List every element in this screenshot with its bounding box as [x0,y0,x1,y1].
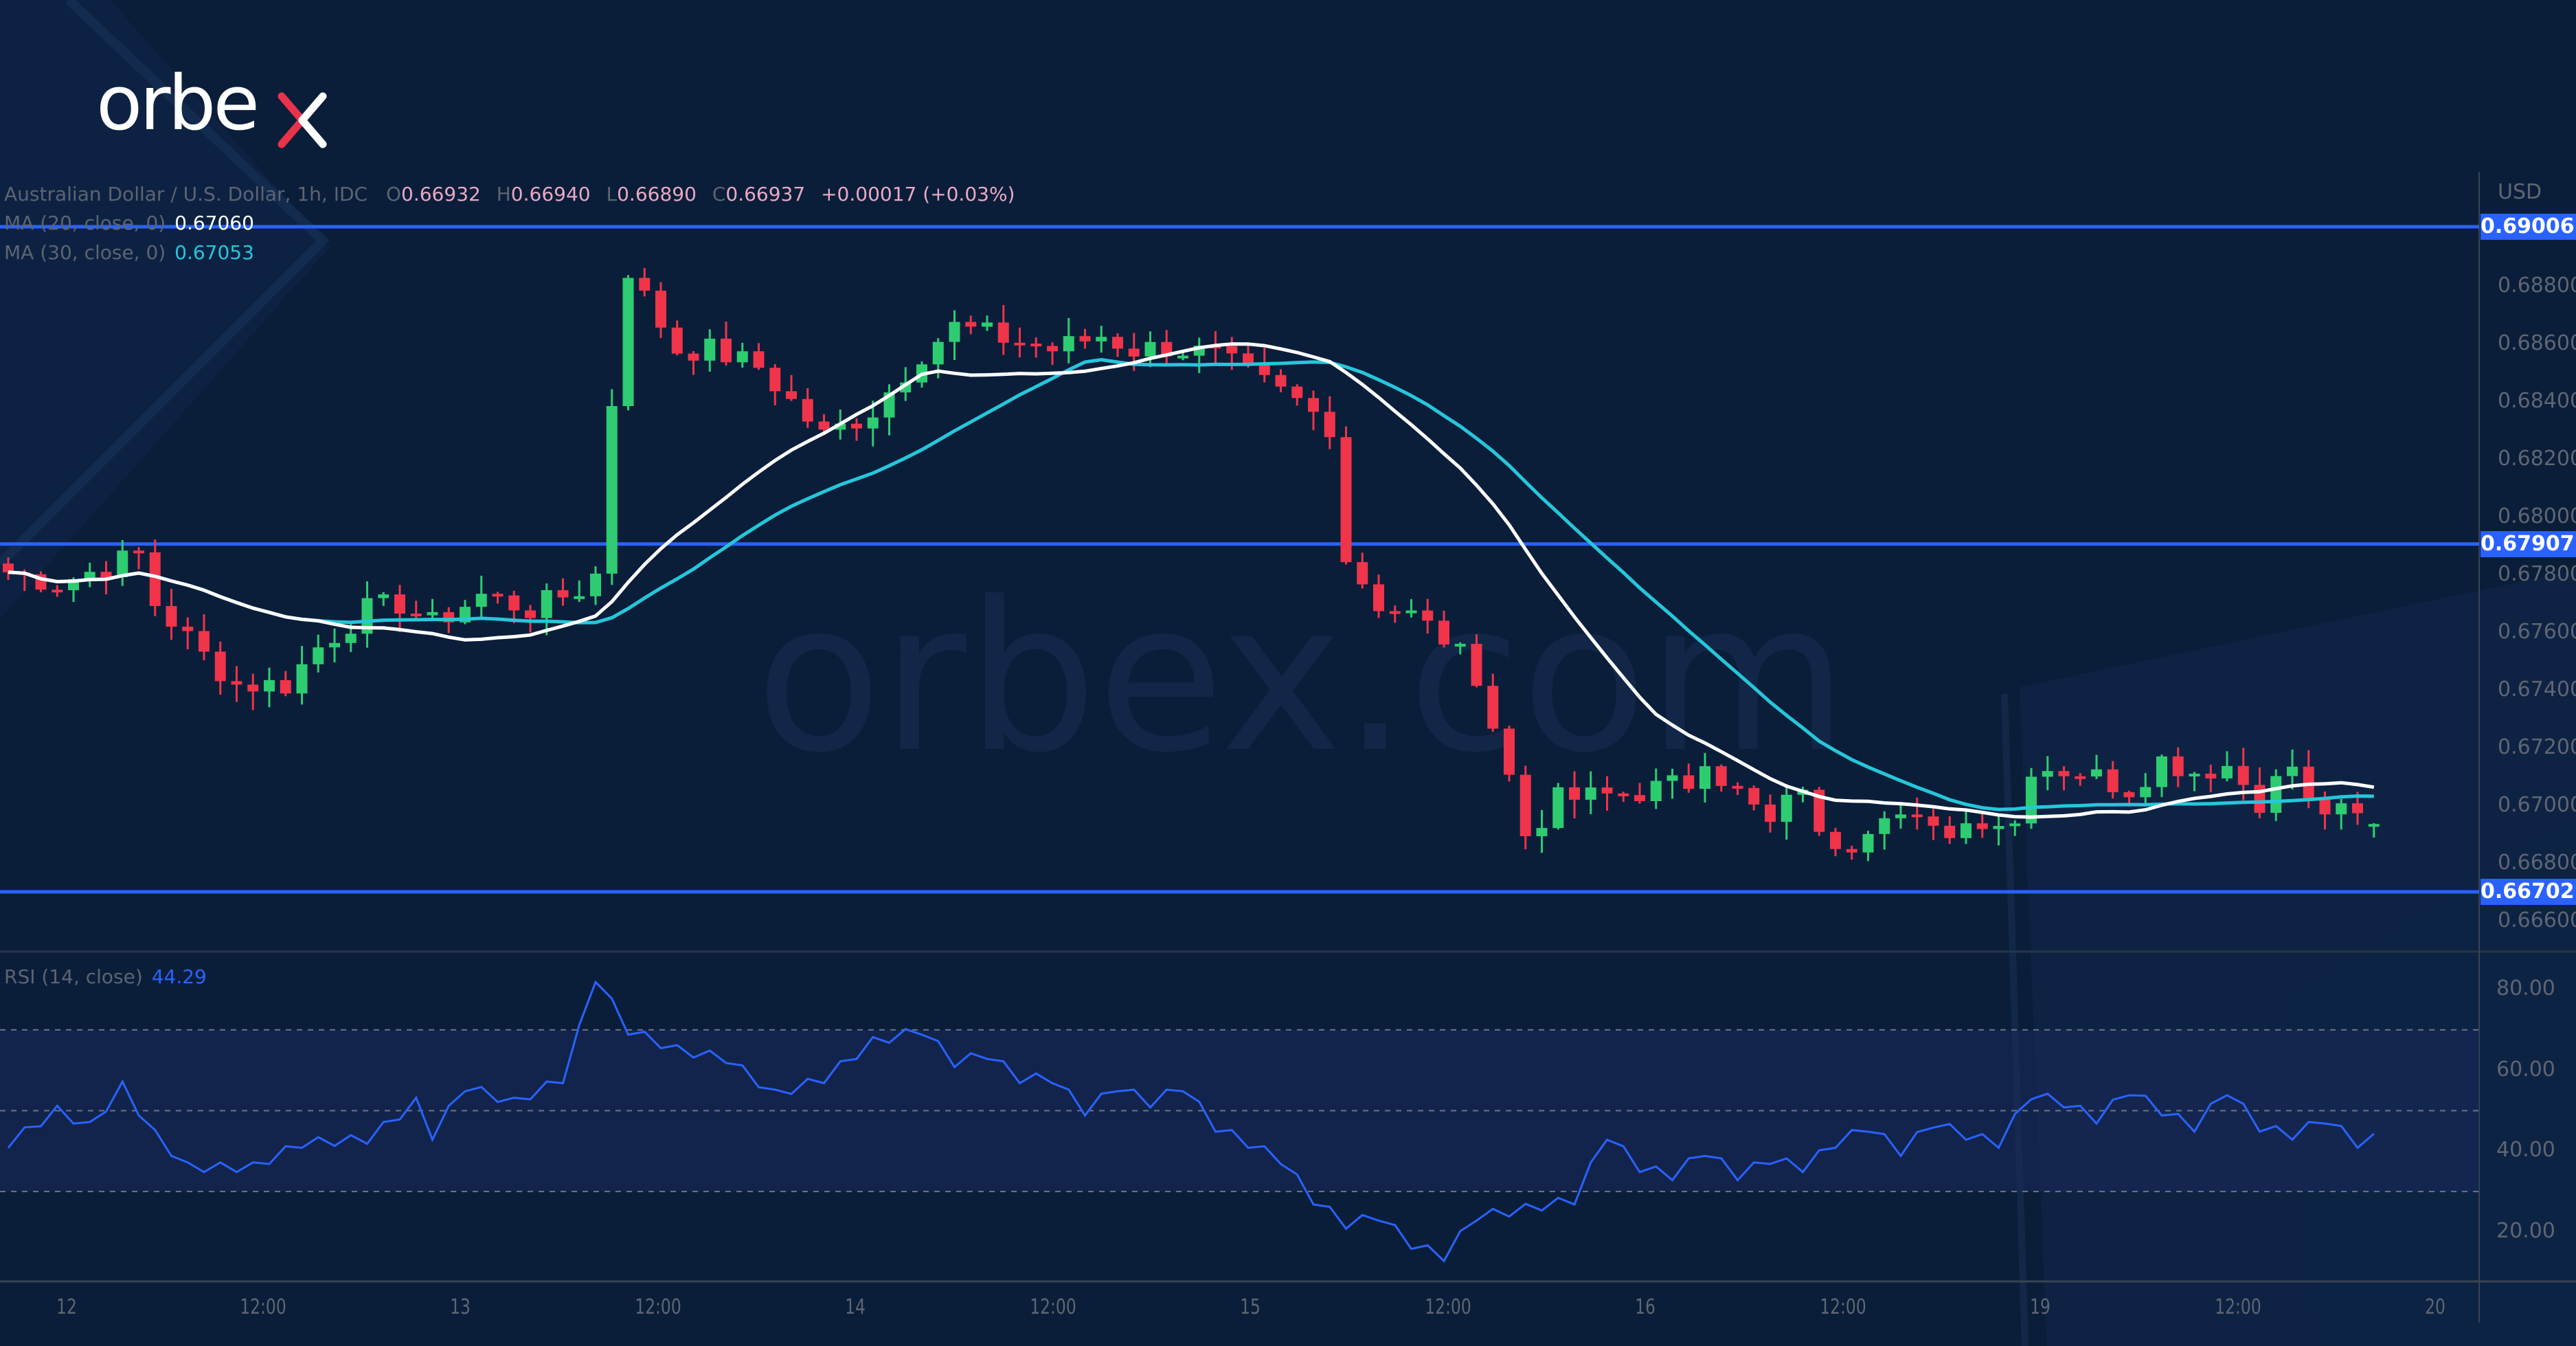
level-tag-0.66702: 0.66702 [2481,879,2576,905]
time-tick: 13 [450,1295,471,1319]
time-tick: 14 [845,1295,866,1319]
time-tick: 12:00 [1820,1295,1866,1319]
price-tick: 0.68400 [2498,388,2576,413]
ma20-legend[interactable]: MA (20, close, 0) 0.67060 [4,212,254,234]
time-tick: 12:00 [240,1295,286,1319]
low-label: L [606,183,618,205]
price-tick: 0.68600 [2498,330,2576,355]
high-label: H [496,183,511,205]
level-tag-0.69006: 0.69006 [2481,214,2576,240]
candles [3,268,2380,862]
time-tick: 12:00 [2215,1295,2261,1319]
price-tick: 0.67600 [2498,619,2576,644]
open-value: 0.66932 [401,183,481,205]
ma20-line [8,342,2375,819]
symbol-title: Australian Dollar / U.S. Dollar, 1h, IDC [4,183,368,205]
time-tick: 16 [1635,1295,1656,1319]
change-value: +0.00017 (+0.03%) [821,183,1015,205]
time-tick: 15 [1240,1295,1261,1319]
low-value: 0.66890 [617,183,697,205]
rsi-band [0,1029,2479,1192]
price-tick: 0.67000 [2498,792,2576,817]
rsi-label: RSI (14, close) [4,965,143,988]
high-value: 0.66940 [510,183,591,205]
time-tick: 12:00 [635,1295,681,1319]
rsi-legend[interactable]: RSI (14, close) 44.29 [4,965,207,988]
time-tick: 20 [2425,1295,2445,1319]
symbol-legend: Australian Dollar / U.S. Dollar, 1h, IDC… [4,183,1024,205]
time-tick: 12:00 [1030,1295,1076,1319]
price-tick: 0.68200 [2498,446,2576,471]
rsi-tick: 40.00 [2496,1138,2555,1163]
svg-text:orbe: orbe [96,69,257,147]
price-tick: 0.66800 [2498,850,2576,875]
rsi-tick: 60.00 [2496,1057,2555,1081]
rsi-tick: 20.00 [2496,1218,2555,1243]
rsi-value: 44.29 [151,965,207,988]
close-label: C [712,183,726,205]
open-label: O [385,183,402,205]
rsi-tick: 80.00 [2496,976,2555,1000]
time-tick: 12:00 [1425,1295,1471,1319]
level-tag-0.67907: 0.67907 [2481,531,2576,557]
ma30-value: 0.67053 [174,241,254,264]
ma20-label: MA (20, close, 0) [4,212,166,234]
ma30-legend[interactable]: MA (30, close, 0) 0.67053 [4,241,254,264]
ma30-label: MA (30, close, 0) [4,241,166,264]
price-tick: 0.66600 [2498,908,2576,932]
price-tick: 0.68000 [2498,504,2576,528]
price-tick: 0.67800 [2498,561,2576,586]
price-tick: 0.67200 [2498,734,2576,759]
close-value: 0.66937 [725,183,806,205]
rsi-line [7,980,2375,1263]
time-tick: 12 [56,1295,77,1319]
time-tick: 19 [2030,1295,2050,1319]
price-tick: 0.67400 [2498,677,2576,702]
price-tick: 0.68800 [2498,273,2576,298]
ma20-value: 0.67060 [174,212,254,234]
orbex-logo: orbe [96,69,330,151]
currency-label: USD [2498,180,2542,204]
ma30-line [8,357,2374,811]
